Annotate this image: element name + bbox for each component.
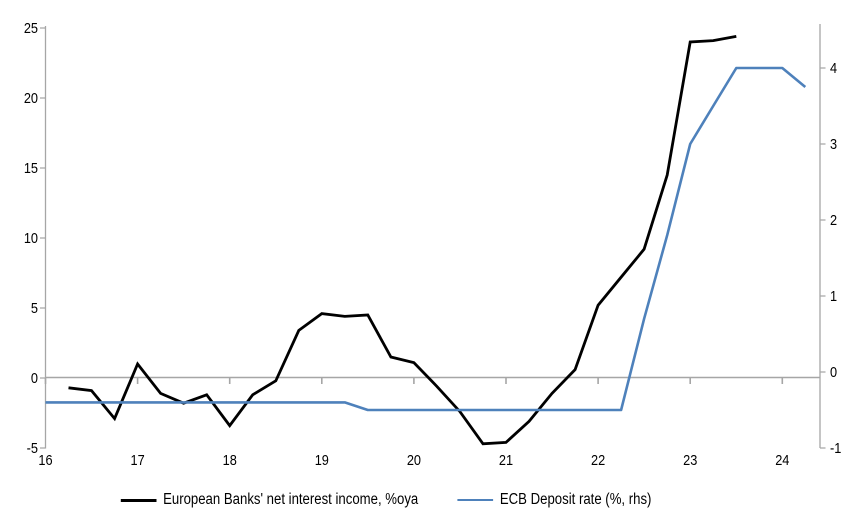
blue-line-swatch <box>457 498 494 502</box>
right-axis-tick-label: 3 <box>830 135 837 152</box>
legend-item-net-interest-income: European Banks' net interest income, %oy… <box>120 491 419 509</box>
ecb-deposit-rate-line <box>45 66 807 412</box>
right-y-axis-line <box>819 24 826 449</box>
x-axis-tick-label: 23 <box>683 451 697 468</box>
left-y-axis-line <box>40 26 47 449</box>
x-axis-tick-label: 20 <box>407 451 421 468</box>
left-axis-tick-label: 20 <box>24 89 38 106</box>
legend-label-ecb-deposit-rate: ECB Deposit rate (%, rhs) <box>499 491 652 508</box>
right-axis-tick-label: 2 <box>830 211 837 228</box>
net-interest-income-line <box>68 35 737 446</box>
left-axis-tick-label: 10 <box>24 229 38 246</box>
x-axis-tick-label: 18 <box>223 451 237 468</box>
legend-item-ecb-deposit-rate: ECB Deposit rate (%, rhs) <box>457 491 651 509</box>
left-axis-tick-label: 25 <box>24 19 38 36</box>
x-axis-tick-label: 22 <box>591 451 605 468</box>
left-axis-tick-label: 5 <box>31 299 38 316</box>
right-axis-tick-label: 1 <box>830 287 837 304</box>
x-axis-tick-label: 17 <box>131 451 145 468</box>
x-axis-tick-label: 21 <box>499 451 513 468</box>
left-axis-tick-label: -5 <box>27 439 39 456</box>
legend-label-net-interest-income: European Banks' net interest income, %oy… <box>163 491 419 508</box>
x-axis-tick-label: 19 <box>315 451 329 468</box>
right-axis-tick-label: 0 <box>830 363 837 380</box>
legend: European Banks' net interest income, %oy… <box>58 491 714 509</box>
right-axis-tick-label: 4 <box>830 59 837 76</box>
black-line-swatch <box>120 498 157 502</box>
x-axis-tick-label: 24 <box>775 451 789 468</box>
left-axis-tick-label: 0 <box>31 369 38 386</box>
x-axis-tick-label: 16 <box>38 451 52 468</box>
left-axis-tick-label: 15 <box>24 159 38 176</box>
right-axis-tick-label: -1 <box>830 439 842 456</box>
